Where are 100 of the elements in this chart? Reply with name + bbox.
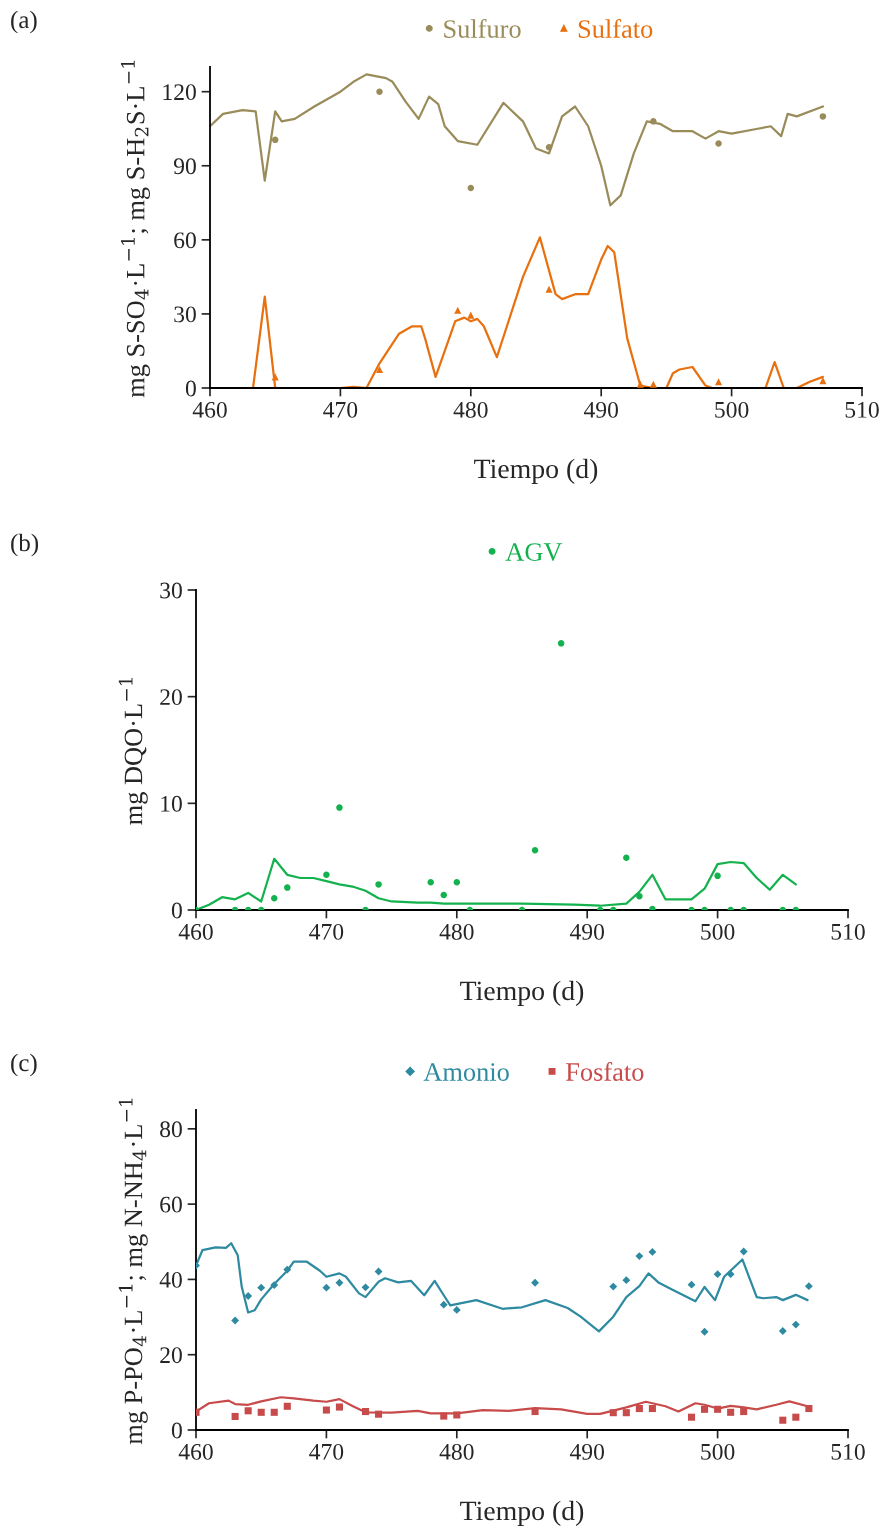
point bbox=[649, 380, 657, 388]
line-series bbox=[196, 857, 797, 910]
point bbox=[609, 1409, 617, 1417]
x-tick-label: 480 bbox=[439, 1443, 474, 1460]
point bbox=[440, 1412, 448, 1420]
point bbox=[376, 88, 383, 95]
point bbox=[819, 377, 827, 385]
point bbox=[244, 1407, 252, 1415]
legend-label: Amonio bbox=[423, 1063, 509, 1081]
point bbox=[609, 1282, 618, 1291]
point bbox=[740, 1408, 748, 1416]
point bbox=[244, 1292, 253, 1300]
x-axis-title: Tiempo (d) bbox=[460, 980, 584, 1006]
point bbox=[545, 143, 553, 151]
y-tick-label: 10 bbox=[161, 795, 182, 812]
text: (c) bbox=[11, 1053, 37, 1077]
x-tick-label: 490 bbox=[583, 401, 619, 418]
legend-label: Sulfuro bbox=[444, 19, 521, 38]
point bbox=[804, 1282, 813, 1291]
x-tick-label: 470 bbox=[309, 923, 344, 940]
line-series bbox=[196, 1242, 809, 1333]
point bbox=[531, 1408, 539, 1416]
point bbox=[635, 1252, 644, 1260]
point bbox=[231, 1412, 239, 1420]
point bbox=[531, 1278, 539, 1287]
point bbox=[270, 1281, 279, 1289]
point bbox=[727, 1408, 735, 1416]
x-tick-label: 500 bbox=[701, 923, 735, 940]
x-axis-title: Tiempo (d) bbox=[460, 1500, 584, 1526]
x-tick-label: 460 bbox=[178, 1443, 213, 1460]
point bbox=[283, 1402, 291, 1410]
point bbox=[231, 1316, 240, 1325]
point bbox=[739, 1247, 748, 1256]
point bbox=[700, 1327, 709, 1336]
point bbox=[335, 1403, 343, 1411]
text: (b) bbox=[11, 533, 39, 557]
y-tick-label: 60 bbox=[174, 232, 196, 249]
line-series bbox=[210, 73, 824, 207]
x-tick-label: 510 bbox=[831, 923, 865, 940]
point bbox=[335, 1278, 344, 1287]
point bbox=[271, 136, 279, 144]
x-tick-label: 510 bbox=[831, 1443, 865, 1460]
y-tick-label: 0 bbox=[171, 902, 182, 919]
point bbox=[257, 1408, 265, 1416]
y-tick-label: 0 bbox=[171, 1422, 182, 1439]
y-tick-label: 120 bbox=[163, 84, 196, 101]
point bbox=[375, 365, 384, 374]
point bbox=[715, 378, 723, 386]
y-axis-title: mg DQO·L$^{−1}$ bbox=[118, 678, 148, 825]
point bbox=[439, 1300, 448, 1309]
y-tick-label: 20 bbox=[160, 1347, 182, 1364]
point bbox=[726, 1270, 735, 1279]
point bbox=[283, 1265, 292, 1274]
point bbox=[687, 1280, 696, 1289]
y-tick-label: 30 bbox=[174, 306, 196, 323]
point bbox=[805, 1405, 813, 1413]
text: (a) bbox=[11, 10, 37, 34]
y-tick-label: 60 bbox=[160, 1196, 182, 1213]
point bbox=[792, 1413, 800, 1421]
point bbox=[454, 306, 462, 314]
point bbox=[819, 113, 827, 120]
x-tick-label: 500 bbox=[701, 1443, 735, 1460]
point bbox=[779, 1416, 787, 1424]
point bbox=[322, 1283, 331, 1292]
x-tick-label: 470 bbox=[309, 1443, 344, 1460]
y-tick-label: 40 bbox=[159, 1271, 182, 1288]
y-axis-title: mg S-SO$_{4}$·L$^{−1}$; mg S-H$_{2}$S·L$^{−1}$ bbox=[120, 60, 150, 398]
point bbox=[636, 380, 644, 388]
x-tick-label: 500 bbox=[715, 401, 749, 418]
point bbox=[453, 1411, 461, 1419]
legend-label: Fosfato bbox=[566, 1062, 644, 1081]
point bbox=[361, 1283, 370, 1292]
point bbox=[687, 1413, 696, 1421]
point bbox=[791, 1320, 800, 1329]
y-axis-title: mg P-PO$_{4}$·L$^{−1}$; mg N-NH$_{4}$·L$^{−1}$ bbox=[118, 1098, 148, 1445]
point bbox=[714, 1405, 722, 1413]
x-tick-label: 480 bbox=[453, 401, 488, 418]
x-tick-label: 490 bbox=[569, 1443, 605, 1460]
y-tick-label: 0 bbox=[185, 380, 196, 397]
point bbox=[635, 1405, 643, 1413]
legend-label: Sulfato bbox=[578, 19, 653, 38]
point bbox=[648, 1405, 656, 1413]
x-tick-label: 490 bbox=[569, 923, 605, 940]
point bbox=[375, 1410, 383, 1418]
point bbox=[270, 1408, 278, 1416]
y-tick-label: 80 bbox=[160, 1121, 182, 1138]
point bbox=[361, 1408, 370, 1416]
point bbox=[622, 1276, 631, 1285]
x-tick-label: 480 bbox=[439, 923, 474, 940]
point bbox=[452, 1305, 461, 1314]
x-axis-title: Tiempo (d) bbox=[474, 458, 598, 484]
point bbox=[778, 1327, 787, 1335]
point bbox=[701, 1405, 709, 1413]
point bbox=[467, 184, 475, 192]
point bbox=[467, 311, 475, 319]
point bbox=[650, 118, 657, 125]
point bbox=[648, 1248, 657, 1256]
y-tick-label: 20 bbox=[160, 689, 182, 706]
x-tick-label: 460 bbox=[178, 923, 213, 940]
x-tick-label: 470 bbox=[323, 401, 358, 418]
